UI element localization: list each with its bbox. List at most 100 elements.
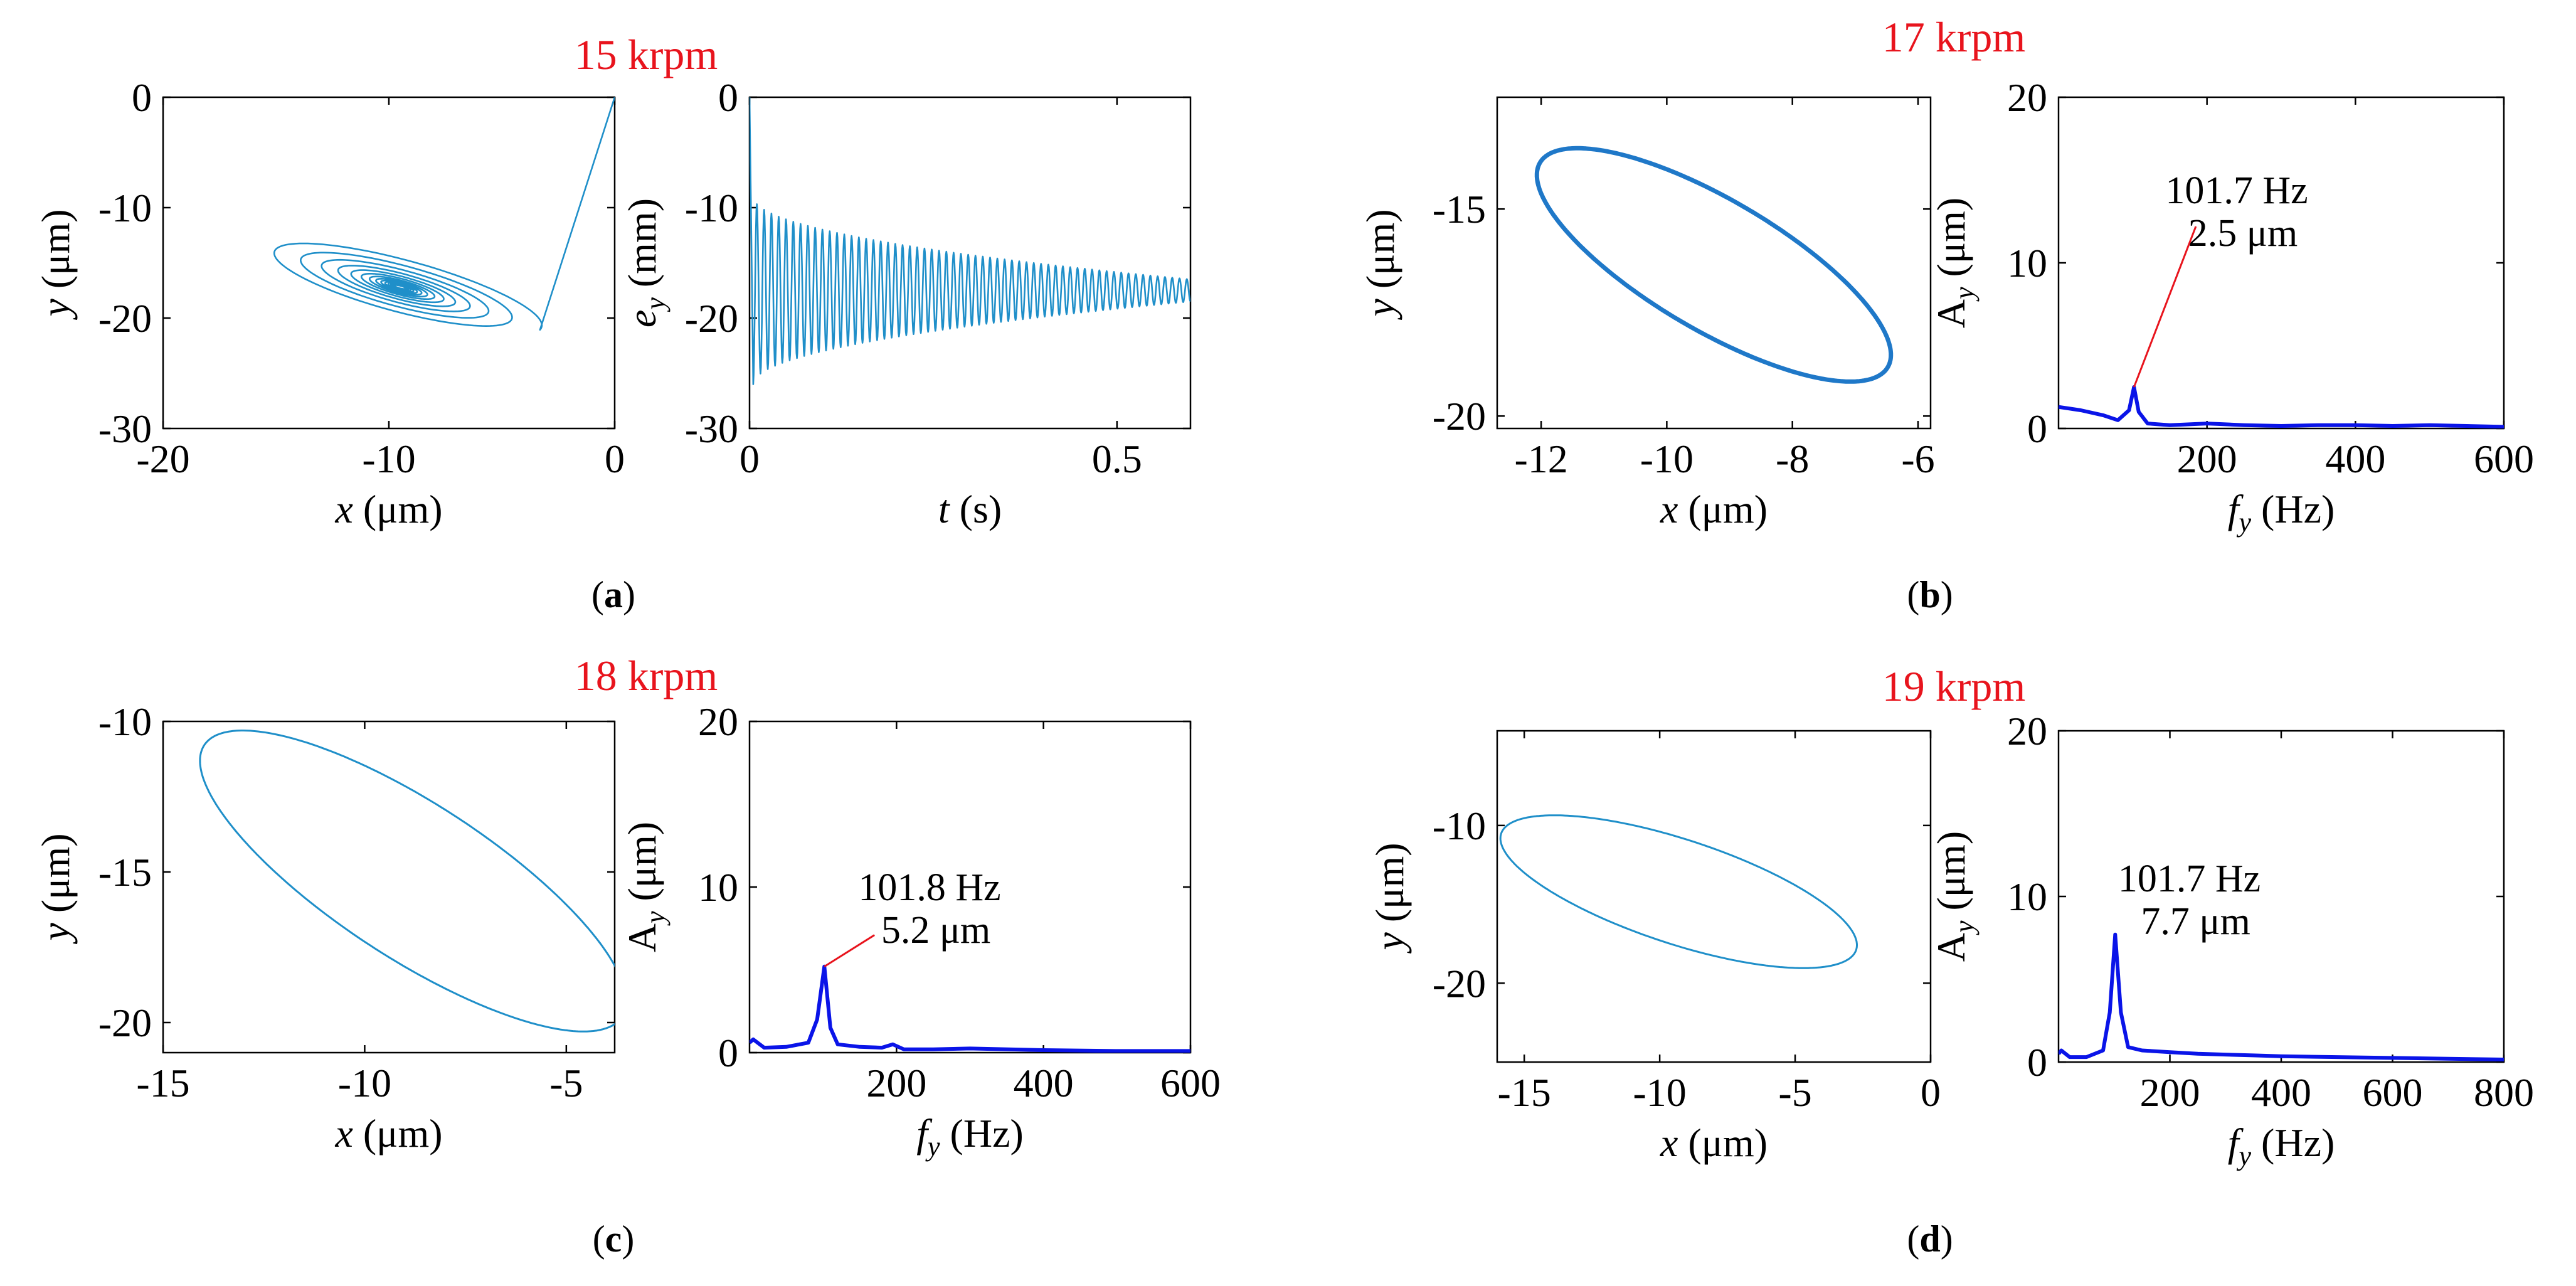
y-tick-label: -10 xyxy=(98,699,152,744)
y-tick-label: 10 xyxy=(2007,874,2047,919)
orbit-curve xyxy=(199,730,615,1033)
x-axis-symbol: x xyxy=(334,487,352,531)
x-axis-label: x (μm) xyxy=(334,487,442,531)
x-tick-label: 800 xyxy=(2474,1070,2534,1115)
caption-letter: c xyxy=(605,1218,622,1260)
y-axis-label: Ay (μm) xyxy=(620,822,671,952)
spectrum-plot: 200 400 600 0 10 20 fy (Hz) Ay (μm) 101.7 Hz2.5 … xyxy=(1929,75,2534,538)
x-axis-unit: (μm) xyxy=(353,1111,443,1156)
caption-paren: ) xyxy=(623,574,635,615)
peak-annotation-leader xyxy=(2133,226,2197,388)
x-axis-subscript: y xyxy=(925,1131,940,1162)
x-tick-label: -5 xyxy=(1778,1070,1811,1115)
x-tick-label: -10 xyxy=(1633,1070,1686,1115)
y-tick-label: 20 xyxy=(2007,75,2047,120)
caption-letter: a xyxy=(604,574,623,615)
y-tick-label: -20 xyxy=(1433,961,1486,1006)
y-axis-label: y (μm) xyxy=(33,833,78,944)
x-tick-label: 600 xyxy=(2363,1070,2423,1115)
y-tick-label: -20 xyxy=(685,296,738,341)
x-axis-subscript: y xyxy=(2237,1140,2252,1171)
x-tick-label: 600 xyxy=(2474,437,2534,481)
y-axis-symbol: A xyxy=(620,923,664,952)
axes-frame xyxy=(748,96,1192,430)
y-tick-label: 0 xyxy=(718,75,738,120)
panel-d: -15 -10 -5 0-20-10x (μm)y (μm)200 400 600 8000… xyxy=(1367,662,2534,1260)
y-axis-subscript: y xyxy=(640,911,671,926)
x-axis-subscript: y xyxy=(2237,507,2252,538)
spectrum-line xyxy=(750,964,1190,1053)
orbit-plot: -15 -10 -5 0-20-10x (μm)y (μm) xyxy=(1367,730,1941,1165)
y-tick-label: 10 xyxy=(2007,241,2047,285)
caption-paren: ( xyxy=(593,1218,605,1260)
speed-label: 17 krpm xyxy=(1882,13,2026,61)
y-tick-label: -20 xyxy=(1433,394,1486,438)
orbit-plot: -15 -10 -5-20-15-10x (μm)y (μm) xyxy=(33,699,616,1156)
orbit-curve xyxy=(1534,146,1894,384)
peak-annotation-frequency: 101.8 Hz xyxy=(858,866,1000,909)
y-axis-symbol: A xyxy=(1929,299,1973,328)
caption-paren: ) xyxy=(1941,574,1953,615)
y-tick-label: -30 xyxy=(685,407,738,451)
y-tick-label: -10 xyxy=(685,186,738,230)
x-tick-label: -10 xyxy=(338,1061,391,1105)
x-axis-label: x (μm) xyxy=(334,1111,442,1156)
axes-frame xyxy=(162,720,616,1054)
panel-caption: (b) xyxy=(1907,574,1953,615)
x-tick-label: 200 xyxy=(866,1061,926,1105)
y-tick-label: -15 xyxy=(1433,187,1486,231)
y-axis-symbol: y xyxy=(33,923,78,945)
y-tick-label: 0 xyxy=(132,75,152,120)
y-axis-symbol: e xyxy=(620,310,664,327)
y-axis-unit: (μm) xyxy=(1367,842,1412,932)
x-tick-label: -10 xyxy=(362,437,415,481)
caption-paren: ) xyxy=(1941,1218,1953,1260)
x-axis-unit: (Hz) xyxy=(940,1111,1024,1156)
peak-annotation-amplitude: 2.5 μm xyxy=(2188,212,2298,255)
speed-label: 15 krpm xyxy=(575,31,718,78)
caption-letter: b xyxy=(1919,574,1940,615)
x-axis-symbol: x xyxy=(1660,1120,1678,1165)
x-tick-label: 200 xyxy=(2140,1070,2200,1115)
x-axis-unit: (μm) xyxy=(353,487,443,531)
y-axis-unit: (μm) xyxy=(1358,209,1402,299)
x-tick-label: 0 xyxy=(739,437,760,481)
axes-frame xyxy=(162,96,616,430)
panel-b: -12 -10 -8 -6-20-15x (μm)y (μm)200 400 600010… xyxy=(1358,13,2534,615)
y-tick-label: 0 xyxy=(718,1031,738,1075)
speed-label: 19 krpm xyxy=(1882,662,2026,710)
y-tick-label: -20 xyxy=(98,1001,152,1045)
orbit-curve xyxy=(273,97,615,331)
y-axis-label: Ay (μm) xyxy=(1929,198,1980,328)
y-tick-label: -10 xyxy=(1433,804,1486,848)
peak-annotation-leader xyxy=(824,934,875,967)
y-axis-symbol: y xyxy=(1358,299,1402,321)
y-tick-label: 0 xyxy=(2027,1040,2047,1085)
x-tick-label: -10 xyxy=(1640,437,1693,481)
x-tick-label: 600 xyxy=(1160,1061,1221,1105)
x-tick-label: 0 xyxy=(1921,1070,1941,1115)
y-axis-unit: (μm) xyxy=(620,822,664,911)
axes-frame xyxy=(2057,96,2505,430)
y-axis-label: Ay (μm) xyxy=(1929,831,1980,962)
x-tick-label: -15 xyxy=(136,1061,189,1105)
x-axis-label: x (μm) xyxy=(1660,487,1768,531)
y-tick-label: -30 xyxy=(98,407,152,451)
x-tick-label: 400 xyxy=(2251,1070,2311,1115)
panel-c: -15 -10 -5-20-15-10x (μm)y (μm)200 400 60001… xyxy=(33,652,1221,1260)
x-axis-label: fy (Hz) xyxy=(2228,1120,2335,1171)
peak-annotation-amplitude: 7.7 μm xyxy=(2141,900,2250,943)
y-tick-label: -10 xyxy=(98,186,152,230)
panel-caption: (a) xyxy=(591,574,635,615)
time-plot: 0 0.5 -30 -20 -10 0 t (s) ey (mm) xyxy=(620,75,1192,531)
y-axis-label: ey (mm) xyxy=(620,198,671,327)
x-axis-label: x (μm) xyxy=(1660,1120,1768,1165)
x-axis-unit: (μm) xyxy=(1678,487,1768,531)
axes-frame xyxy=(1496,730,1932,1063)
x-tick-label: 200 xyxy=(2177,437,2237,481)
y-axis-subscript: y xyxy=(640,297,671,312)
y-tick-label: 0 xyxy=(2027,407,2047,451)
axes-frame xyxy=(1496,96,1932,430)
